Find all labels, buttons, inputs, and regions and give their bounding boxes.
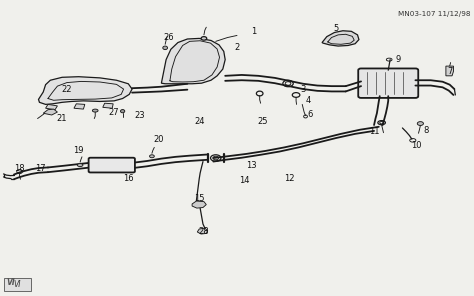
Text: 26: 26: [163, 33, 174, 42]
Text: 19: 19: [73, 147, 84, 155]
Polygon shape: [38, 77, 132, 104]
Text: 23: 23: [135, 111, 146, 120]
Text: 5: 5: [334, 24, 339, 33]
Text: 22: 22: [62, 85, 72, 94]
Text: 25: 25: [258, 117, 268, 126]
Text: MN03-107 11/12/98: MN03-107 11/12/98: [399, 11, 471, 17]
FancyBboxPatch shape: [3, 278, 31, 291]
Text: VI: VI: [6, 278, 15, 287]
Polygon shape: [74, 104, 85, 109]
Text: 3: 3: [301, 85, 306, 94]
Text: 8: 8: [423, 126, 428, 135]
Text: 15: 15: [194, 194, 204, 202]
Text: 27: 27: [109, 108, 119, 117]
FancyBboxPatch shape: [89, 158, 135, 173]
Text: 28: 28: [199, 227, 209, 237]
Polygon shape: [446, 66, 454, 76]
Text: 6: 6: [308, 110, 313, 119]
Text: 17: 17: [36, 164, 46, 173]
Ellipse shape: [77, 164, 83, 167]
Text: 18: 18: [14, 164, 25, 173]
Polygon shape: [161, 38, 225, 84]
Ellipse shape: [201, 37, 207, 40]
Text: 11: 11: [369, 127, 379, 136]
Text: 21: 21: [57, 114, 67, 123]
Polygon shape: [46, 104, 57, 110]
Text: VI: VI: [13, 280, 21, 289]
Polygon shape: [103, 103, 113, 108]
Text: 4: 4: [305, 96, 310, 105]
Ellipse shape: [120, 110, 125, 113]
Text: 2: 2: [234, 43, 240, 52]
Text: 20: 20: [154, 135, 164, 144]
FancyBboxPatch shape: [358, 68, 418, 98]
Text: 9: 9: [395, 55, 401, 64]
Text: 12: 12: [284, 174, 294, 184]
Polygon shape: [192, 201, 206, 208]
Text: 1: 1: [251, 27, 256, 36]
Text: 14: 14: [239, 176, 249, 185]
Ellipse shape: [417, 122, 423, 126]
Ellipse shape: [163, 46, 167, 50]
Polygon shape: [43, 109, 57, 115]
Text: 10: 10: [411, 141, 422, 149]
Text: 13: 13: [246, 161, 256, 170]
Text: 7: 7: [447, 67, 452, 76]
Polygon shape: [197, 228, 208, 234]
Ellipse shape: [150, 155, 155, 158]
Text: 16: 16: [123, 174, 134, 184]
Polygon shape: [322, 31, 359, 46]
Text: 24: 24: [194, 117, 204, 126]
Ellipse shape: [92, 109, 98, 112]
